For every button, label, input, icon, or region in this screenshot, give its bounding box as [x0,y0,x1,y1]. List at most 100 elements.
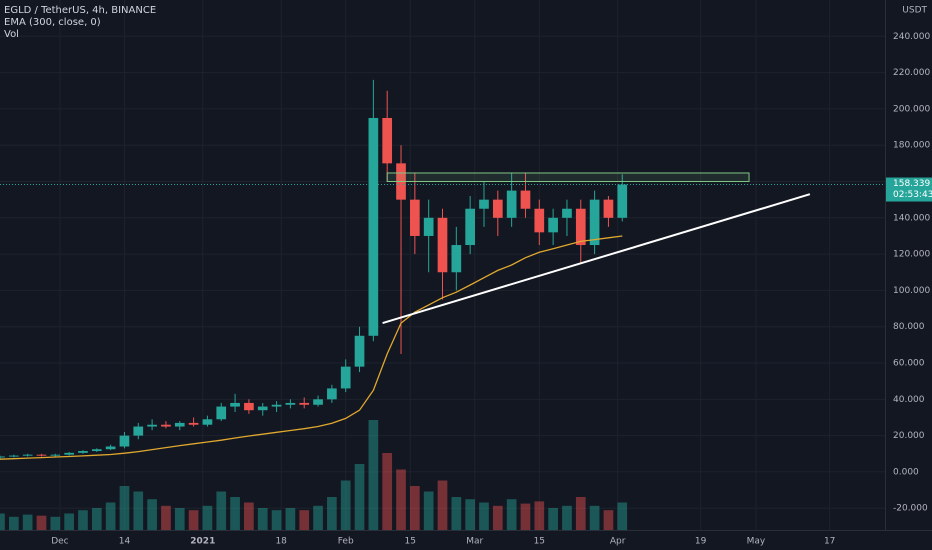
candle-body [492,199,503,218]
y-tick-label: 60.000 [893,359,925,369]
trendline [382,193,811,325]
volume-bar [257,508,268,530]
candle-body [299,402,310,405]
volume-bar [161,505,171,530]
ema-line [0,235,623,460]
candle-body [368,117,379,336]
volume-bar [299,510,310,530]
candle-body [188,422,199,425]
x-tick-label: Mar [466,537,483,547]
candle-body [0,456,5,458]
volume-bar [506,499,517,530]
last-price-label: 158.339 [893,179,930,189]
candle-body [105,446,116,450]
volume-bar [174,508,185,530]
candle-body [382,117,393,164]
volume-bar [22,514,33,530]
candle-body [423,217,434,236]
volume-bar [368,420,379,530]
y-tick-label: 240.000 [893,32,930,42]
candle-body [575,208,586,246]
candle-body [216,406,227,420]
x-tick-label: 15 [405,537,416,547]
candle-body [230,402,240,407]
volume-bar [0,513,5,530]
volume-bar [548,508,558,530]
candle-body [603,199,614,218]
candle-body [64,452,74,455]
volume-bar [230,497,240,530]
volume-bar [91,508,102,530]
candle-body [465,208,475,246]
y-tick-label: 80.000 [893,322,925,332]
y-tick-label: 0.000 [893,467,919,477]
x-tick-label: 18 [275,537,287,547]
candles [0,79,628,460]
volume-bar [313,505,323,530]
candle-body [327,388,337,400]
candle-body [340,366,351,389]
volume-bar [133,491,144,530]
y-tick-label: 40.000 [893,395,925,405]
volume-bar [423,491,434,530]
candle-body [257,406,268,411]
candle-body [354,335,365,367]
candle-body [161,424,171,427]
candle-body [285,402,296,405]
x-tick-label: Feb [338,537,354,547]
volume-bar [285,508,296,530]
volume-bar [50,516,61,530]
volume [0,420,628,530]
grid [0,0,885,530]
candle-body [562,208,572,218]
volume-bar [410,486,420,530]
candle-body [50,454,61,456]
candle-body [589,199,600,246]
candle-body [8,455,19,457]
volume-bar [479,502,489,530]
volume-bar [340,480,351,530]
candle-body [313,399,323,405]
candle-body [479,199,489,209]
volume-bar [562,505,572,530]
candle-body [147,424,157,427]
volume-bar [216,491,227,530]
volume-label: Vol [4,29,19,40]
volume-bar [271,510,282,530]
candle-body [78,451,88,453]
volume-bar [64,513,74,530]
candle-body [36,454,47,456]
candle-body [548,217,558,233]
volume-bar [465,499,475,530]
volume-bar [492,505,503,530]
candle-body [617,184,628,218]
candle-body [91,449,102,452]
x-tick-label: 14 [119,537,131,547]
candle-body [520,190,531,209]
y-tick-label: 140.000 [893,213,930,223]
range-box [386,172,750,183]
volume-bar [147,499,157,530]
axes: -20.000 0.000 20.000 40.000 60.000 80.000 100.… [51,32,932,547]
volume-bar [119,486,130,530]
volume-bar [105,502,116,530]
y-tick-label: 200.000 [893,104,930,114]
countdown-label: 02:53:43 [893,190,932,200]
candle-body [410,199,420,236]
volume-bar [451,497,462,530]
volume-bar [575,497,586,530]
candle-body [119,435,130,447]
y-tick-label: 100.000 [893,286,930,296]
x-tick-label: 17 [824,537,835,547]
candle-body [22,454,33,456]
y-tick-label: 180.000 [893,141,930,151]
x-tick-label: 2021 [190,537,215,547]
volume-bar [396,469,406,530]
candle-body [133,426,144,436]
volume-bar [78,510,88,530]
y-tick-label: 20.000 [893,431,925,441]
volume-bar [603,510,614,530]
